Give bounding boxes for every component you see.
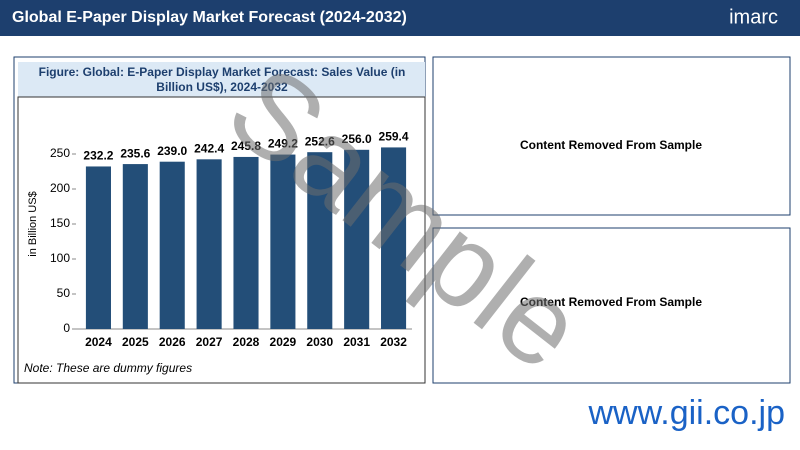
bar bbox=[381, 147, 407, 329]
data-label: 245.8 bbox=[231, 139, 261, 153]
data-label: 259.4 bbox=[379, 130, 409, 144]
x-tick-label: 2032 bbox=[380, 335, 407, 349]
figure-title-wrap: Figure: Global: E-Paper Display Market F… bbox=[38, 64, 406, 94]
panel-text: Content Removed From Sample bbox=[520, 295, 702, 309]
panel bbox=[432, 227, 791, 384]
note: Note: These are dummy figures bbox=[24, 361, 192, 375]
figure-title-box bbox=[18, 62, 425, 97]
x-tick-label: 2025 bbox=[122, 335, 149, 349]
y-tick-label: 100 bbox=[50, 251, 70, 265]
header-bar bbox=[0, 0, 800, 36]
data-label: 252.6 bbox=[305, 134, 335, 148]
chart-frame bbox=[17, 96, 426, 384]
y-axis-label: in Billion US$ bbox=[27, 191, 39, 256]
y-tick-label: 150 bbox=[50, 216, 70, 230]
x-tick-label: 2028 bbox=[233, 335, 260, 349]
bar bbox=[233, 156, 259, 329]
bar bbox=[270, 154, 296, 329]
bar bbox=[122, 164, 148, 329]
y-tick-label: 250 bbox=[50, 146, 70, 160]
data-label: 232.2 bbox=[83, 149, 113, 163]
x-tick-label: 2027 bbox=[196, 335, 223, 349]
panel-text: Content Removed From Sample bbox=[520, 138, 702, 152]
footer: www.gii.co.jp bbox=[587, 394, 785, 432]
y-tick-label: 0 bbox=[63, 321, 70, 335]
bar bbox=[159, 161, 185, 329]
data-label: 235.6 bbox=[120, 146, 150, 160]
x-tick-label: 2030 bbox=[306, 335, 333, 349]
data-label: 256.0 bbox=[342, 132, 372, 146]
logo: imarc bbox=[729, 6, 778, 28]
x-tick-label: 2024 bbox=[85, 335, 112, 349]
bar bbox=[307, 152, 333, 329]
data-label: 242.4 bbox=[194, 141, 224, 155]
figure-title: Figure: Global: E-Paper Display Market F… bbox=[38, 64, 406, 94]
panel bbox=[432, 56, 791, 216]
y-tick-label: 200 bbox=[50, 181, 70, 195]
bar bbox=[344, 149, 370, 329]
page-title: Global E-Paper Display Market Forecast (… bbox=[12, 9, 407, 26]
y-tick-label: 50 bbox=[57, 286, 71, 300]
x-tick-label: 2026 bbox=[159, 335, 186, 349]
x-tick-label: 2031 bbox=[343, 335, 370, 349]
bar bbox=[85, 166, 111, 329]
x-tick-label: 2029 bbox=[270, 335, 297, 349]
bar bbox=[196, 159, 222, 329]
data-label: 249.2 bbox=[268, 137, 298, 151]
data-label: 239.0 bbox=[157, 144, 187, 158]
